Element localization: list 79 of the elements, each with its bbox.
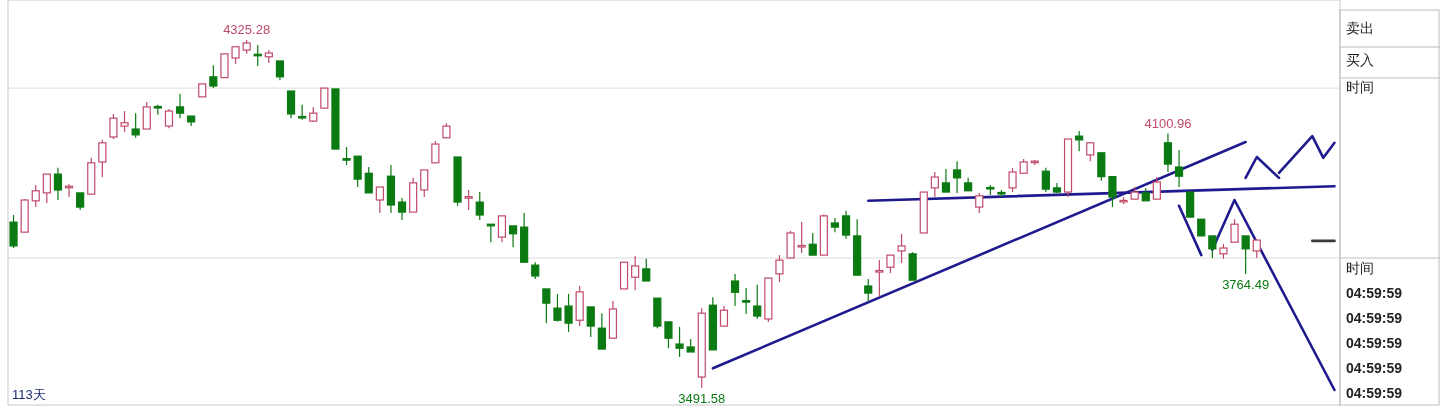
- candlestick: [586, 306, 595, 338]
- candlestick: [464, 189, 473, 211]
- candlestick: [53, 167, 63, 201]
- candlestick: [286, 90, 296, 119]
- candlestick: [131, 112, 140, 139]
- candlestick: [153, 104, 162, 116]
- candlestick: [397, 197, 407, 221]
- annotation: 4325.28: [223, 21, 271, 37]
- candlestick: [631, 255, 640, 291]
- candlestick: [9, 214, 18, 249]
- candlestick: [553, 293, 562, 323]
- text: 04:59:59: [1346, 310, 1403, 326]
- candlestick: [542, 288, 551, 324]
- candlestick: [730, 273, 740, 307]
- candlestick: [120, 110, 129, 133]
- candlestick: [952, 160, 962, 194]
- text: 04:59:59: [1346, 385, 1403, 401]
- candlestick: [642, 258, 651, 282]
- candlestick: [941, 168, 951, 193]
- candlestick: [1230, 218, 1239, 243]
- candlestick: [31, 184, 40, 208]
- candlestick: [1075, 130, 1084, 152]
- candlestick: [753, 284, 762, 320]
- candlestick: [175, 93, 185, 119]
- candlestick: [98, 139, 107, 178]
- candlestick: [275, 60, 285, 81]
- annotation: 3491.58: [678, 391, 726, 407]
- candlestick: [597, 312, 606, 350]
- candlestick: [564, 293, 573, 333]
- candlestick: [930, 171, 939, 198]
- candlestick: [364, 166, 373, 194]
- text: 04:59:59: [1346, 285, 1403, 301]
- candlestick: [109, 113, 118, 140]
- candlestick: [1041, 167, 1050, 193]
- annotation: 113天: [12, 387, 46, 402]
- candlestick: [1208, 235, 1217, 259]
- text: 时间: [1346, 79, 1374, 95]
- candlestick: [375, 186, 384, 214]
- candlestick: [1241, 235, 1250, 275]
- candlestick: [320, 87, 329, 109]
- candlestick: [719, 305, 729, 327]
- candlestick: [1108, 176, 1117, 208]
- candlestick: [431, 140, 440, 164]
- candlestick: [797, 221, 806, 254]
- candlestick: [142, 101, 151, 130]
- candlestick: [975, 192, 984, 214]
- candlestick: [1008, 167, 1017, 193]
- candlestick: [864, 278, 873, 303]
- candlestick: [475, 191, 484, 221]
- candlestick: [664, 321, 673, 349]
- candlestick: [1163, 133, 1173, 173]
- candlestick: [508, 225, 518, 248]
- candlestick: [264, 49, 273, 64]
- candlestick: [897, 233, 906, 264]
- annotation: 4100.96: [1144, 115, 1192, 131]
- candlestick: [841, 210, 851, 240]
- annotation: 3764.49: [1222, 277, 1270, 293]
- text: 时间: [1346, 260, 1374, 276]
- candlestick: [1097, 152, 1106, 182]
- text: 04:59:59: [1346, 335, 1403, 351]
- candlestick: [420, 169, 429, 198]
- candlestick: [209, 64, 218, 89]
- candlestick: [875, 259, 884, 298]
- candlestick: [830, 217, 840, 233]
- candlestick: [742, 287, 751, 315]
- candlestick: [1152, 176, 1161, 200]
- text: 04:59:59: [1346, 360, 1403, 376]
- candlestick: [497, 215, 507, 243]
- candlestick: [220, 53, 229, 79]
- candlestick: [486, 223, 495, 243]
- candlestick: [775, 254, 784, 283]
- candlestick: [164, 108, 174, 129]
- candlestick: [42, 173, 51, 204]
- candlestick: [808, 232, 817, 256]
- text: 买入: [1346, 52, 1374, 68]
- candlestick: [1174, 149, 1184, 188]
- candlestick: [353, 155, 362, 188]
- text: 卖出: [1346, 20, 1374, 36]
- candlestick: [675, 326, 684, 358]
